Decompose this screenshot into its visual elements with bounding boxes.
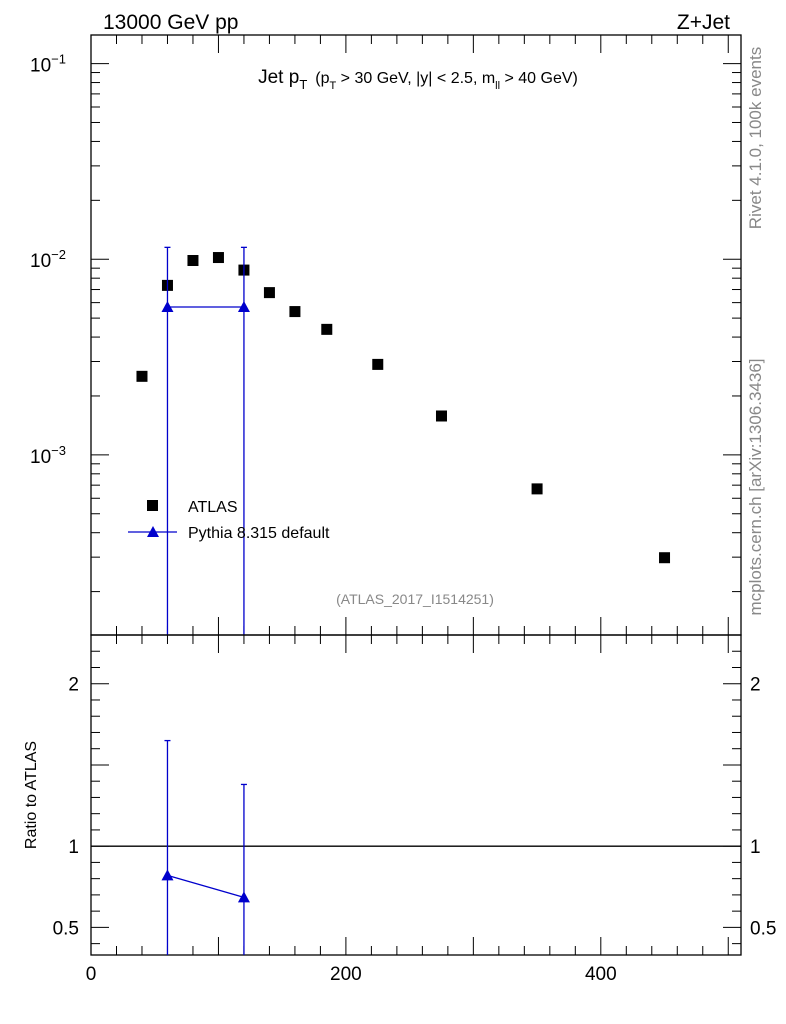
ratio-x-tick-label: 0 xyxy=(86,964,97,985)
main-panel: 10−310−210−1 Jet pT (pT > 30 GeV, |y| < 2… xyxy=(30,34,742,636)
main-y-ticks: 10−310−210−1 xyxy=(30,52,741,593)
main-y-tick-exp: −2 xyxy=(51,247,66,262)
main-y-tick-base: 10 xyxy=(30,447,51,468)
ratio-y-tick-label-left: 1 xyxy=(68,837,79,858)
title-cut-open: (p xyxy=(315,70,329,87)
main-y-tick-label: 10−2 xyxy=(30,247,66,272)
ratio-y-tick-label-right: 0.5 xyxy=(750,918,776,939)
atlas-point xyxy=(321,323,333,335)
mcplots-label: mcplots.cern.ch [arXiv:1306.3436] xyxy=(746,358,765,615)
title-cut-sub: T xyxy=(330,80,337,92)
ratio-frame xyxy=(90,634,742,956)
ratio-pythia-point xyxy=(161,869,174,881)
ratio-data-marks xyxy=(161,739,250,955)
analysis-id: (ATLAS_2017_I1514251) xyxy=(336,591,494,607)
main-y-tick-base: 10 xyxy=(30,56,51,77)
rivet-label: Rivet 4.1.0, 100k events xyxy=(746,47,765,229)
ratio-y-ticks: 0.5 0.5 1 1 2 2 xyxy=(53,650,776,945)
legend: ATLAS Pythia 8.315 default xyxy=(128,499,330,542)
ratio-x-tick-label: 200 xyxy=(330,964,362,985)
atlas-point xyxy=(212,252,224,264)
pythia-point xyxy=(237,300,250,312)
title-cut-close: > 40 GeV) xyxy=(500,70,578,87)
ratio-x-ticks: 0 200 400 xyxy=(86,635,729,985)
atlas-point xyxy=(263,287,275,299)
title-main: Jet p xyxy=(258,67,299,88)
atlas-point xyxy=(372,358,384,370)
ratio-ylabel: Ratio to ATLAS xyxy=(23,741,40,849)
main-data-marks xyxy=(136,246,671,635)
main-y-tick-label: 10−3 xyxy=(30,443,66,468)
chart-title: Jet pT (pT > 30 GeV, |y| < 2.5, mll > 40 … xyxy=(258,67,578,92)
ratio-y-tick-label-right: 2 xyxy=(750,675,761,696)
ratio-pythia-point xyxy=(237,891,250,903)
main-y-tick-exp: −3 xyxy=(51,443,66,458)
main-frame xyxy=(90,34,742,636)
atlas-point xyxy=(531,483,543,495)
legend-pythia-label: Pythia 8.315 default xyxy=(188,525,330,542)
main-y-tick-base: 10 xyxy=(30,251,51,272)
atlas-point xyxy=(289,306,301,318)
atlas-point xyxy=(659,552,671,564)
header-left: 13000 GeV pp xyxy=(103,11,238,34)
atlas-point xyxy=(136,370,148,382)
title-main-sub: T xyxy=(299,77,307,92)
atlas-point xyxy=(435,410,447,422)
atlas-point xyxy=(187,255,199,267)
main-y-tick-label: 10−1 xyxy=(30,52,66,77)
legend-atlas-marker xyxy=(147,500,158,511)
ratio-y-tick-label-right: 1 xyxy=(750,837,761,858)
main-y-tick-exp: −1 xyxy=(51,52,66,67)
ratio-y-tick-label-left: 2 xyxy=(68,675,79,696)
title-cut-mid: > 30 GeV, |y| < 2.5, m xyxy=(336,70,495,87)
ratio-y-tick-label-left: 0.5 xyxy=(53,918,79,939)
ratio-x-tick-label: 400 xyxy=(585,964,617,985)
header-right: Z+Jet xyxy=(677,11,730,34)
ratio-panel: 0.5 0.5 1 1 2 2 0 200 400 Ratio to ATLAS xyxy=(23,634,776,985)
legend-pythia-marker xyxy=(147,526,159,537)
main-x-ticks xyxy=(90,35,729,635)
legend-atlas-label: ATLAS xyxy=(188,499,238,516)
pythia-point xyxy=(161,300,174,312)
title-cut-sub2: ll xyxy=(495,80,500,92)
ratio-pythia-line xyxy=(167,874,245,898)
